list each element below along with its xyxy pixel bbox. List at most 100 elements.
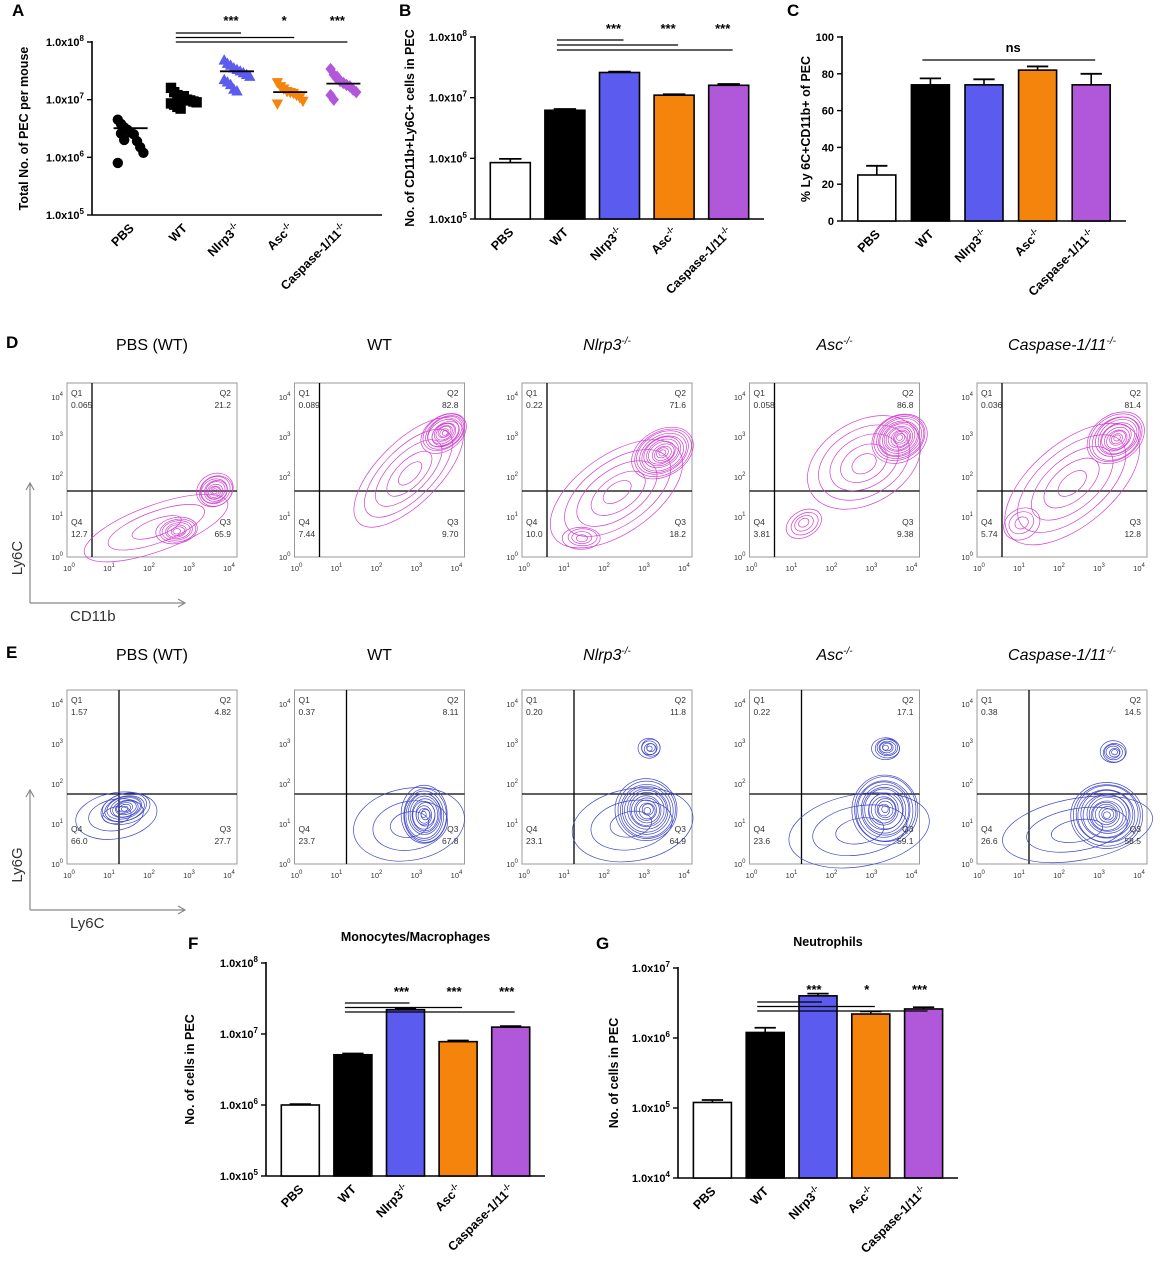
quadrant-name: Q2 — [1130, 695, 1142, 705]
x-tick-label: 104 — [906, 870, 918, 880]
contour-line — [621, 785, 671, 835]
contour-line — [1110, 433, 1123, 445]
y-tick-label: 1.0x104 — [632, 1170, 671, 1185]
quadrant-name: Q3 — [1130, 824, 1142, 834]
contour-line — [896, 434, 903, 441]
y-tick-label: 0 — [828, 216, 834, 228]
panel-letter: B — [399, 1, 411, 20]
quadrant-value: 64.9 — [669, 836, 686, 846]
contour-line — [1104, 426, 1130, 451]
contour-line — [155, 516, 198, 545]
panel-letter: A — [12, 1, 24, 20]
quadrant-name: Q4 — [526, 517, 538, 527]
data-point — [112, 157, 124, 169]
y-tick-label: 40 — [822, 142, 834, 154]
y-tick-label: 101 — [279, 512, 291, 522]
quadrant-name: Q4 — [71, 824, 83, 834]
contour-line — [835, 817, 885, 845]
panel-letter: C — [787, 1, 799, 20]
contour-line — [386, 450, 433, 497]
quadrant-value: 9.70 — [442, 529, 459, 539]
contour-line — [435, 425, 453, 441]
panel-letter: D — [6, 333, 18, 352]
y-tick-label: 104 — [51, 392, 63, 402]
y-arrow-head — [25, 481, 35, 491]
x-tick-label: 104 — [451, 870, 463, 880]
contour-line — [159, 518, 197, 543]
y-tick-label: 1.0x105 — [632, 1100, 671, 1115]
panel-C: C % Ly 6C+CD11b+ of PEC 0 20 40 60 80 100 PBS WT N… — [787, 1, 1126, 299]
contour-line — [203, 480, 228, 502]
contour-line — [798, 517, 810, 528]
y-tick-label: 1.0x105 — [429, 211, 468, 226]
y-tick-label: 101 — [961, 512, 973, 522]
y-tick-label: 1.0x106 — [632, 1030, 671, 1045]
y-axis-name: Ly6C — [9, 541, 26, 576]
x-tick-label: 100 — [746, 870, 758, 880]
quadrant-value: 4.82 — [214, 707, 231, 717]
significance-label: * — [282, 13, 288, 28]
x-tick-label: 101 — [103, 563, 115, 573]
contour-line — [874, 738, 900, 759]
flow-plot-title: WT — [367, 647, 392, 664]
y-tick-label: 1.0x106 — [46, 149, 85, 164]
x-tick-label: 102 — [143, 870, 155, 880]
x-category-label: Caspase-1/11-/- — [662, 224, 735, 297]
x-category-label: Asc-/- — [647, 224, 680, 257]
quadrant-value: 23.6 — [754, 836, 771, 846]
contour-line — [634, 428, 692, 477]
contour-line — [854, 776, 917, 843]
contour-line — [602, 480, 632, 504]
quadrant-name: Q1 — [526, 388, 538, 398]
y-tick-label: 103 — [734, 432, 746, 442]
x-tick-label: 102 — [371, 563, 383, 573]
quadrant-value: 21.2 — [214, 400, 231, 410]
y-tick-label: 102 — [51, 472, 63, 482]
x-tick-label: 100 — [291, 563, 303, 573]
y-tick-label: 100 — [506, 552, 518, 562]
quadrant-name: Q4 — [754, 517, 766, 527]
x-tick-label: 100 — [973, 563, 985, 573]
x-category-label: PBS — [278, 1182, 306, 1210]
x-tick-label: 103 — [638, 563, 650, 573]
y-tick-label: 104 — [506, 392, 518, 402]
x-tick-label: 104 — [223, 870, 235, 880]
x-tick-label: 100 — [63, 870, 75, 880]
quadrant-name: Q2 — [447, 388, 459, 398]
quadrant-name: Q2 — [447, 695, 459, 705]
y-tick-label: 100 — [51, 859, 63, 869]
plot-frame — [66, 689, 238, 865]
contour-line — [1109, 748, 1120, 758]
contour-line — [200, 478, 228, 504]
y-tick-label: 100 — [734, 859, 746, 869]
contour-line — [876, 416, 925, 459]
significance-label: *** — [447, 984, 463, 999]
y-tick-label: 1.0x108 — [429, 29, 468, 44]
quadrant-value: 0.089 — [299, 400, 321, 410]
bar — [280, 1104, 321, 1177]
x-category-label: WT — [913, 227, 937, 251]
y-tick-label: 102 — [506, 472, 518, 482]
x-axis-name: CD11b — [70, 608, 116, 625]
y-axis-name: Ly6G — [9, 847, 26, 882]
quadrant-name: Q4 — [299, 517, 311, 527]
y-tick-label: 1.0x106 — [429, 150, 468, 165]
quadrant-value: 0.20 — [526, 707, 543, 717]
x-category-label: PBS — [855, 227, 883, 255]
y-tick-label: 101 — [734, 819, 746, 829]
contour-line — [407, 793, 441, 835]
y-tick-label: 100 — [506, 859, 518, 869]
y-tick-label: 101 — [961, 819, 973, 829]
data-point — [231, 85, 243, 96]
contour-line — [210, 486, 220, 496]
quadrant-value: 17.1 — [897, 707, 914, 717]
contour-line — [433, 423, 455, 442]
plot-frame — [294, 382, 465, 558]
contour-line — [1109, 430, 1126, 446]
data-point — [351, 85, 362, 99]
bar — [964, 84, 1004, 222]
y-tick-label: 101 — [51, 512, 63, 522]
contour-line — [871, 413, 928, 464]
